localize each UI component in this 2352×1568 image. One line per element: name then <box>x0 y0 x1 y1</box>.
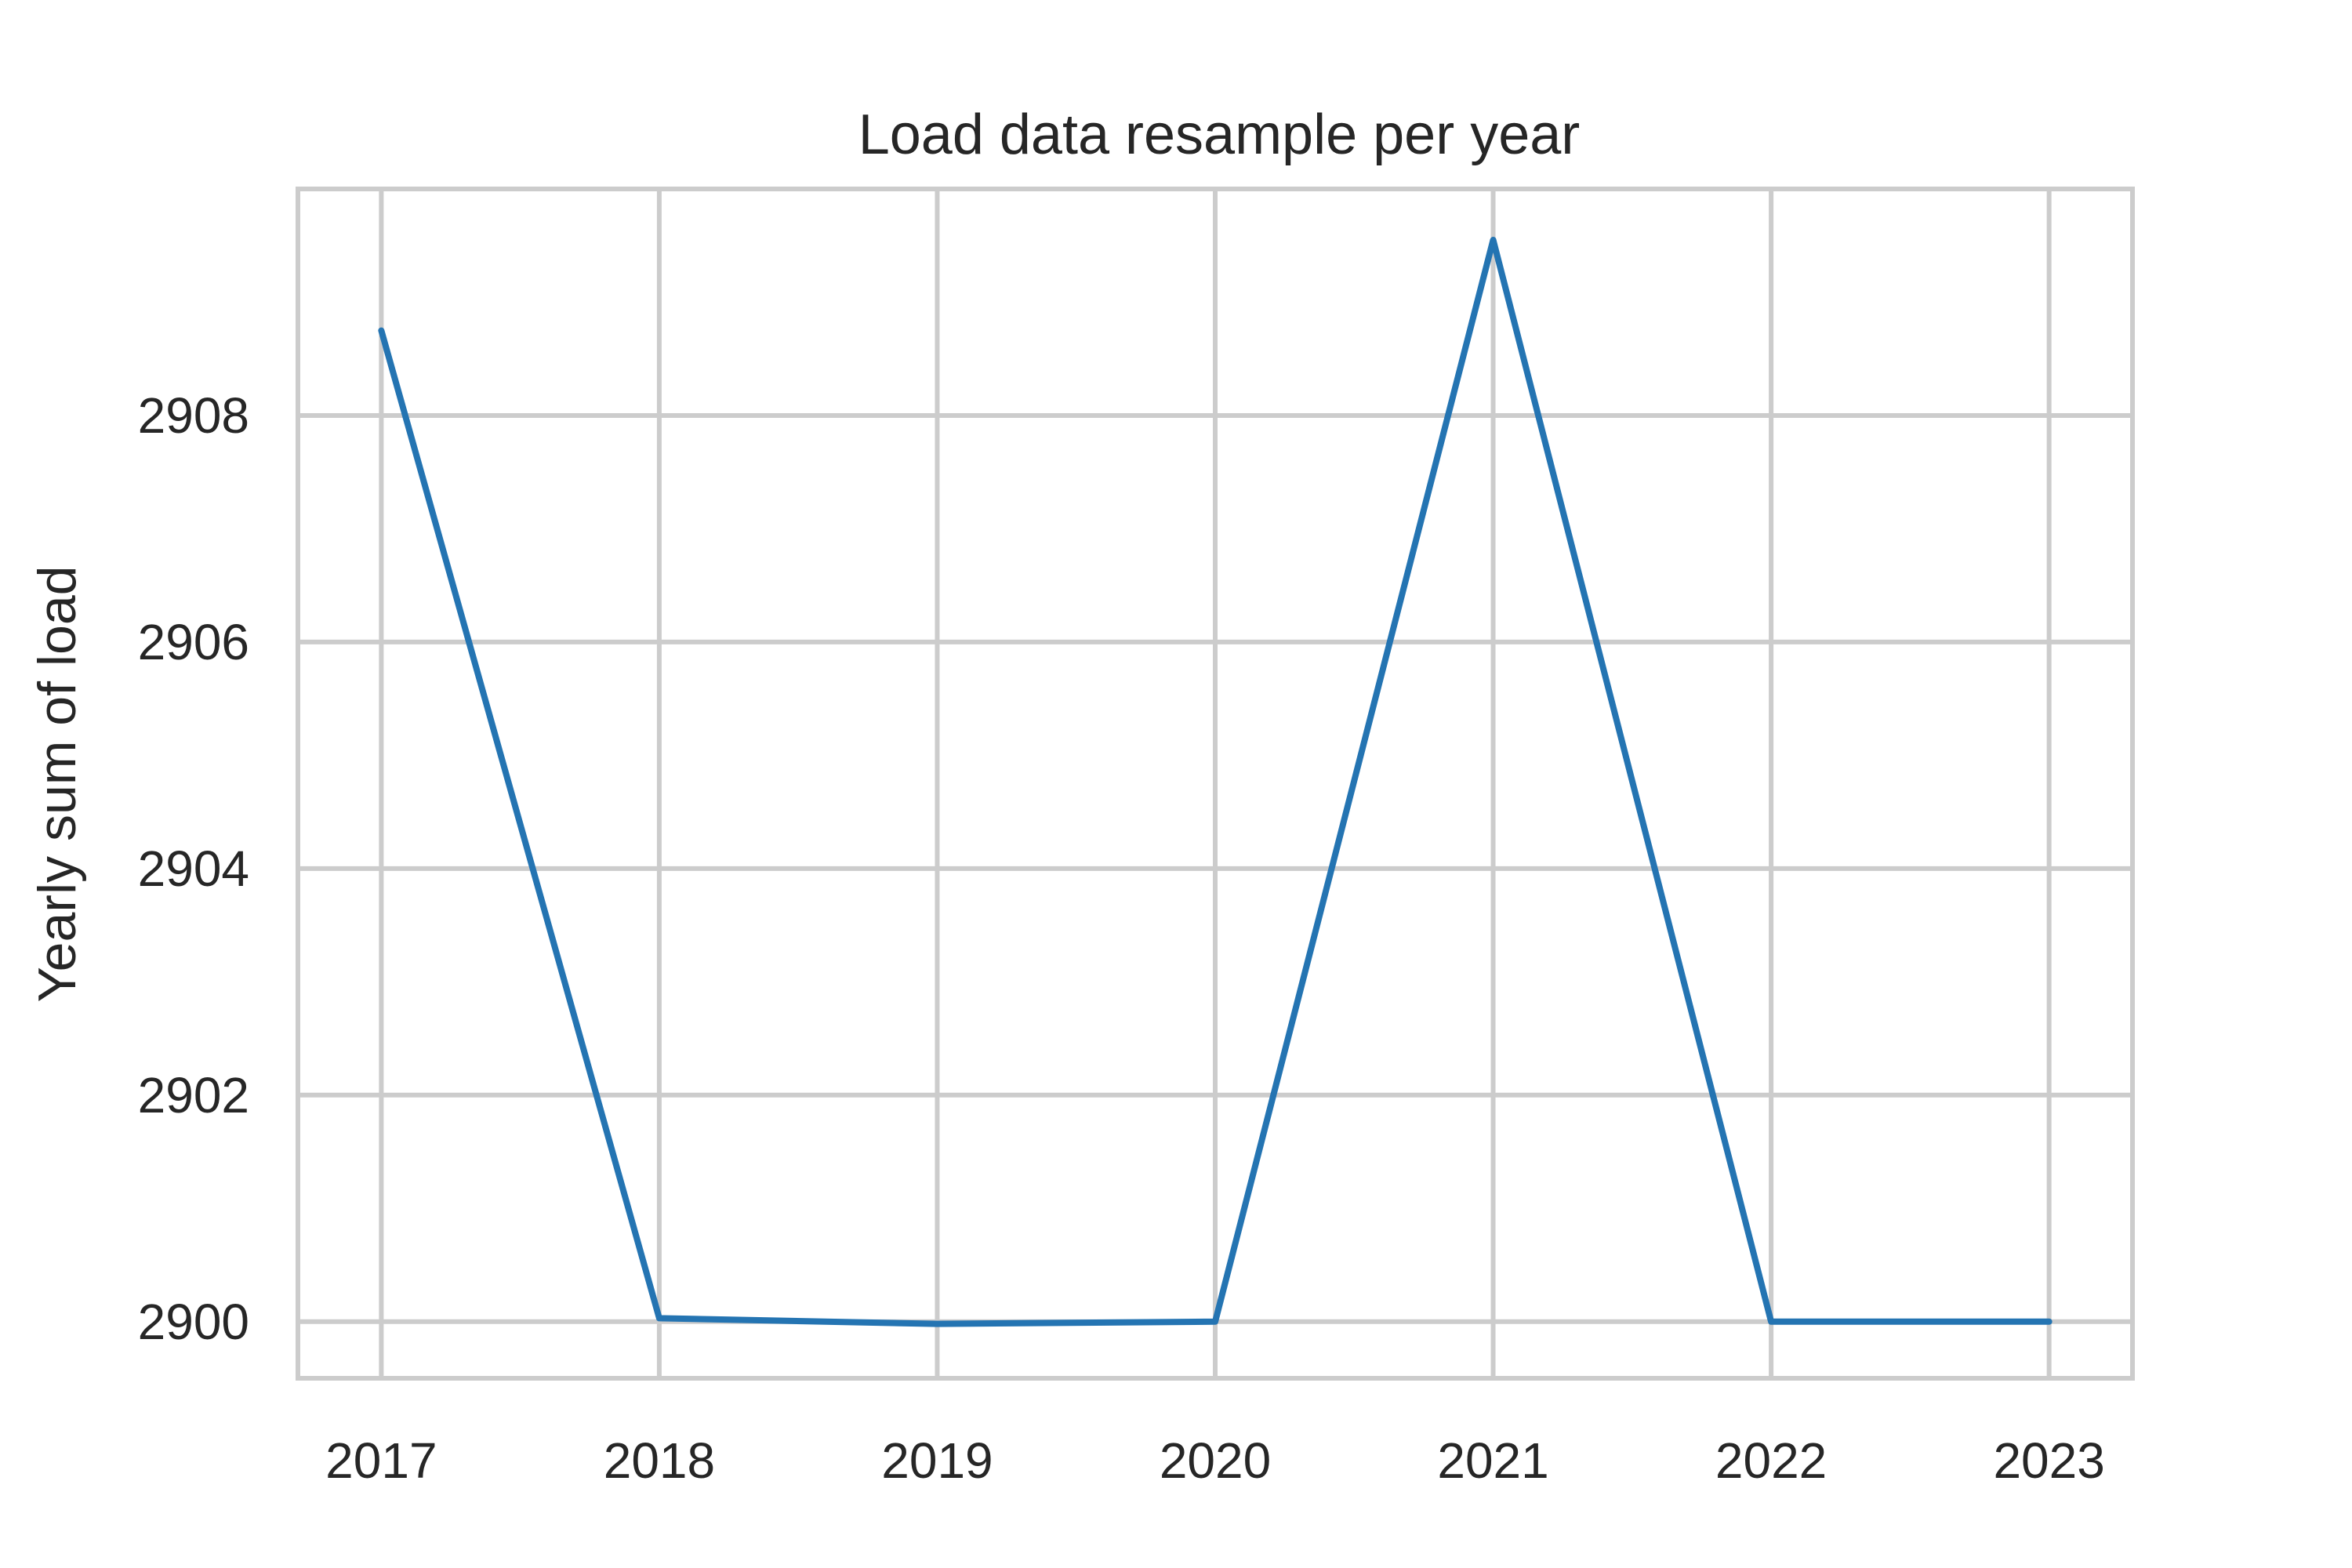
y-tick-label: 2906 <box>138 614 249 670</box>
x-tick-label: 2017 <box>325 1432 437 1489</box>
y-axis-label: Yearly sum of load <box>27 566 87 1003</box>
x-tick-label: 2019 <box>881 1432 993 1489</box>
y-tick-label: 2908 <box>138 387 249 444</box>
y-tick-label: 2902 <box>138 1067 249 1123</box>
grid-lines <box>298 189 2132 1378</box>
x-tick-label: 2018 <box>604 1432 715 1489</box>
x-tick-label: 2021 <box>1437 1432 1548 1489</box>
series-line <box>378 237 2053 1327</box>
chart-title: Load data resample per year <box>858 103 1581 166</box>
x-tick-label: 2023 <box>1993 1432 2104 1489</box>
x-tick-label: 2020 <box>1160 1432 1271 1489</box>
y-tick-label: 2904 <box>138 840 249 897</box>
series-group <box>378 237 2053 1327</box>
y-axis-ticks: 2900 2902 2904 2906 2908 <box>138 387 249 1350</box>
y-tick-label: 2900 <box>138 1294 249 1350</box>
x-tick-label: 2022 <box>1715 1432 1827 1489</box>
plot-area-frame <box>296 187 2135 1381</box>
x-axis-ticks: 2017 2018 2019 2020 2021 2022 2023 <box>325 1432 2105 1489</box>
